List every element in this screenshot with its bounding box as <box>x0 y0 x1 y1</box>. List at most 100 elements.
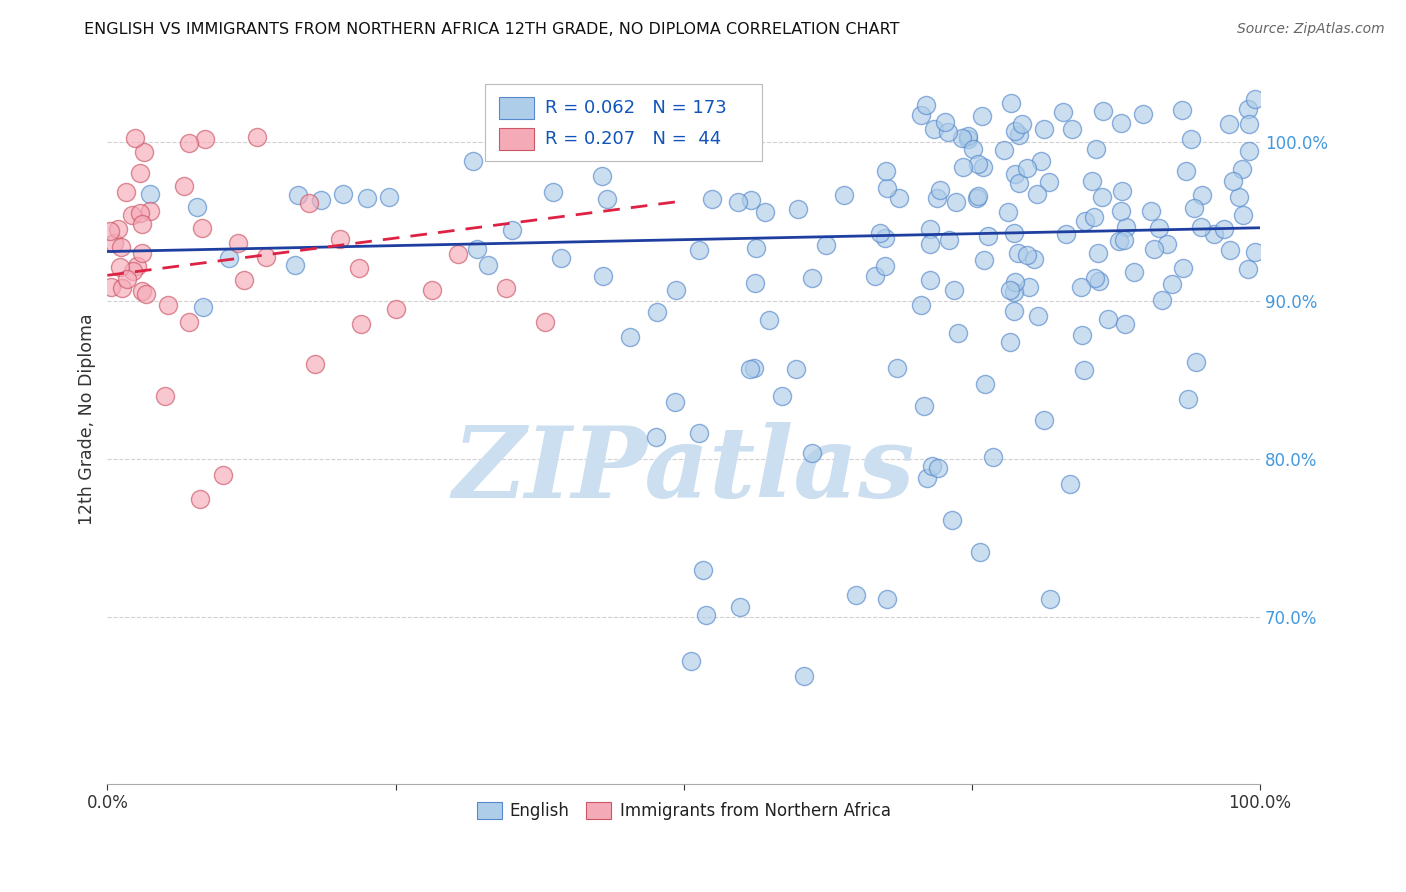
Point <box>1115 220 1137 235</box>
Point <box>1180 132 1202 146</box>
Point <box>945 194 967 209</box>
Point <box>814 238 837 252</box>
Point <box>948 326 970 341</box>
Point <box>1004 275 1026 289</box>
Point <box>770 389 793 403</box>
Point <box>1084 142 1107 156</box>
Point <box>420 283 443 297</box>
Point <box>1109 203 1132 218</box>
Point <box>976 228 998 243</box>
Point <box>1092 103 1115 118</box>
Point <box>132 145 155 159</box>
Point <box>304 357 326 371</box>
Point <box>125 259 148 273</box>
Point <box>1038 175 1060 189</box>
Point <box>950 131 973 145</box>
Point <box>1054 227 1077 241</box>
Point <box>384 301 406 316</box>
Point <box>998 283 1021 297</box>
Point <box>1004 285 1026 299</box>
Point <box>501 223 523 237</box>
Point <box>191 300 214 314</box>
Point <box>972 160 994 174</box>
Point <box>1114 234 1136 248</box>
Point <box>700 193 723 207</box>
Point <box>153 389 176 403</box>
Point <box>329 232 352 246</box>
Point <box>1114 317 1136 331</box>
Point <box>1139 203 1161 218</box>
Point <box>966 191 988 205</box>
Point <box>886 361 908 376</box>
Point <box>921 459 943 474</box>
Point <box>332 187 354 202</box>
Bar <box>485 84 762 161</box>
Point <box>1227 190 1250 204</box>
Point <box>350 318 373 332</box>
Point <box>1174 164 1197 178</box>
Point <box>254 250 277 264</box>
Point <box>664 394 686 409</box>
Point <box>934 115 956 129</box>
Point <box>347 261 370 276</box>
Point <box>1222 174 1244 188</box>
Point <box>801 446 824 460</box>
Point <box>1230 161 1253 176</box>
Point <box>966 189 988 203</box>
Point <box>1147 220 1170 235</box>
Point <box>1232 208 1254 222</box>
Point <box>173 179 195 194</box>
Point <box>981 450 1004 464</box>
Point <box>111 281 134 295</box>
Point <box>115 186 138 200</box>
Point <box>311 193 333 207</box>
Point <box>754 204 776 219</box>
Point <box>461 154 484 169</box>
Point <box>246 130 269 145</box>
Point <box>1177 392 1199 407</box>
Point <box>1219 243 1241 257</box>
Point <box>993 143 1015 157</box>
Point <box>1088 274 1111 288</box>
Point <box>211 467 233 482</box>
Point <box>135 286 157 301</box>
Point <box>139 204 162 219</box>
Point <box>1018 280 1040 294</box>
Point <box>887 191 910 205</box>
Point <box>447 247 470 261</box>
Point <box>787 202 810 217</box>
Point <box>115 272 138 286</box>
Point <box>957 128 980 143</box>
Point <box>131 284 153 298</box>
Point <box>1026 309 1049 323</box>
Point <box>194 132 217 146</box>
Point <box>785 361 807 376</box>
Point <box>740 193 762 207</box>
Point <box>910 108 932 122</box>
Point <box>129 166 152 180</box>
Point <box>107 221 129 235</box>
Point <box>1091 189 1114 203</box>
Point <box>298 195 321 210</box>
Point <box>645 305 668 319</box>
Point <box>179 315 201 329</box>
Point <box>918 273 941 287</box>
Point <box>967 157 990 171</box>
Point <box>679 654 702 668</box>
Text: ENGLISH VS IMMIGRANTS FROM NORTHERN AFRICA 12TH GRADE, NO DIPLOMA CORRELATION CH: ENGLISH VS IMMIGRANTS FROM NORTHERN AFRI… <box>84 22 900 37</box>
Point <box>1083 210 1105 224</box>
Point <box>922 122 945 136</box>
Point <box>740 361 762 376</box>
Point <box>1008 128 1031 143</box>
Point <box>157 297 180 311</box>
Point <box>973 253 995 268</box>
Point <box>915 471 938 485</box>
Point <box>186 200 208 214</box>
Point <box>688 426 710 441</box>
Point <box>1004 167 1026 181</box>
Point <box>863 269 886 284</box>
Y-axis label: 12th Grade, No Diploma: 12th Grade, No Diploma <box>79 314 96 525</box>
Point <box>592 268 614 283</box>
Point <box>1202 227 1225 241</box>
Point <box>998 335 1021 350</box>
